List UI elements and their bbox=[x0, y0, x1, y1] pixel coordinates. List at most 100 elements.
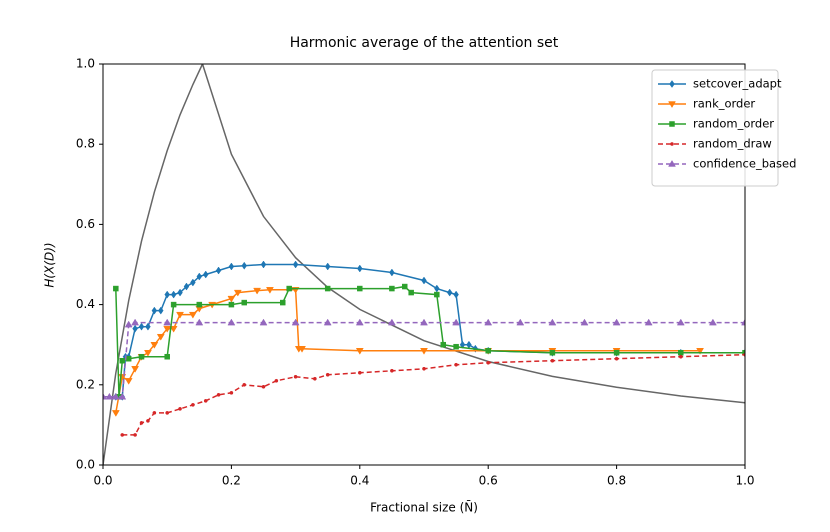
marker bbox=[144, 350, 152, 357]
x-tick-label: 0.6 bbox=[479, 474, 498, 488]
marker bbox=[452, 318, 461, 326]
marker bbox=[216, 392, 221, 397]
marker bbox=[146, 419, 150, 423]
x-tick-label: 0.2 bbox=[222, 474, 241, 488]
marker bbox=[453, 343, 459, 350]
marker bbox=[434, 284, 440, 293]
marker bbox=[434, 291, 440, 298]
series-line bbox=[115, 263, 745, 398]
marker bbox=[678, 354, 683, 359]
marker bbox=[696, 348, 704, 355]
y-tick-label: 0.6 bbox=[76, 217, 95, 231]
marker bbox=[466, 340, 472, 349]
marker bbox=[389, 268, 395, 277]
marker bbox=[644, 318, 653, 326]
legend: setcover_adapt rank_order random_orderrand… bbox=[651, 69, 796, 187]
marker bbox=[202, 270, 209, 279]
marker bbox=[612, 318, 621, 326]
marker bbox=[550, 358, 555, 363]
marker bbox=[313, 376, 317, 381]
marker bbox=[298, 346, 306, 353]
marker bbox=[421, 276, 427, 285]
marker bbox=[422, 366, 426, 371]
marker bbox=[124, 320, 133, 328]
marker bbox=[233, 289, 242, 297]
marker bbox=[676, 318, 685, 326]
marker bbox=[253, 287, 262, 295]
marker bbox=[119, 357, 126, 364]
marker bbox=[228, 301, 235, 308]
marker bbox=[286, 285, 292, 292]
marker bbox=[280, 299, 286, 306]
x-tick-label: 0.8 bbox=[607, 474, 626, 488]
marker bbox=[613, 349, 620, 356]
marker bbox=[741, 318, 745, 326]
marker bbox=[124, 378, 133, 385]
marker bbox=[131, 366, 140, 373]
marker bbox=[190, 278, 196, 287]
marker bbox=[420, 348, 428, 355]
marker bbox=[242, 382, 247, 387]
marker bbox=[196, 301, 203, 308]
plot-frame bbox=[102, 63, 746, 466]
marker bbox=[408, 289, 414, 296]
marker bbox=[164, 353, 170, 360]
marker bbox=[454, 362, 458, 367]
marker bbox=[261, 384, 266, 389]
marker bbox=[291, 318, 300, 326]
marker bbox=[120, 433, 125, 437]
marker bbox=[118, 392, 127, 400]
y-tick-label: 0.2 bbox=[76, 377, 95, 391]
legend-label: rank_order bbox=[693, 97, 755, 111]
marker bbox=[484, 318, 493, 326]
marker bbox=[133, 433, 137, 437]
marker bbox=[113, 285, 119, 292]
marker bbox=[274, 378, 279, 383]
marker bbox=[614, 356, 619, 361]
marker bbox=[357, 264, 363, 273]
marker bbox=[145, 322, 151, 331]
legend-label: random_draw bbox=[693, 137, 772, 151]
marker bbox=[420, 318, 428, 326]
marker bbox=[259, 318, 268, 326]
marker bbox=[357, 285, 363, 292]
marker bbox=[188, 311, 197, 319]
series-line bbox=[122, 353, 745, 436]
x-tick-label: 0.0 bbox=[93, 474, 112, 488]
marker bbox=[227, 318, 236, 326]
y-tick-label: 0.0 bbox=[76, 458, 95, 472]
marker bbox=[131, 318, 140, 326]
marker bbox=[355, 348, 364, 355]
marker bbox=[265, 287, 274, 294]
marker bbox=[390, 368, 394, 373]
marker bbox=[169, 325, 178, 333]
marker bbox=[105, 392, 114, 400]
marker bbox=[183, 282, 190, 291]
marker bbox=[138, 353, 145, 360]
x-tick-label: 1.0 bbox=[735, 474, 754, 488]
y-tick-label: 0.4 bbox=[76, 297, 95, 311]
series bbox=[120, 352, 745, 437]
marker bbox=[156, 333, 165, 341]
marker bbox=[165, 411, 170, 415]
marker bbox=[177, 288, 183, 297]
marker bbox=[401, 283, 408, 290]
marker bbox=[228, 262, 235, 271]
series-line bbox=[103, 321, 745, 398]
marker bbox=[241, 261, 247, 270]
marker bbox=[389, 285, 395, 292]
marker bbox=[325, 372, 330, 377]
y-tick-label: 0.8 bbox=[76, 137, 95, 151]
legend-label: confidence_based bbox=[693, 157, 796, 171]
marker bbox=[292, 260, 299, 269]
marker bbox=[170, 290, 177, 299]
marker bbox=[125, 355, 132, 362]
marker bbox=[516, 318, 525, 326]
marker bbox=[440, 341, 447, 348]
series bbox=[113, 283, 745, 400]
marker bbox=[669, 80, 675, 88]
marker bbox=[387, 318, 396, 326]
marker bbox=[191, 403, 195, 407]
marker bbox=[227, 295, 236, 303]
